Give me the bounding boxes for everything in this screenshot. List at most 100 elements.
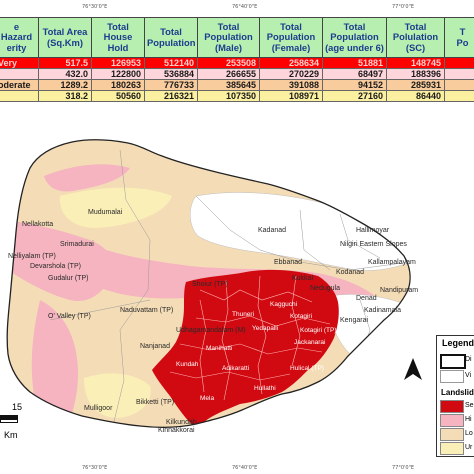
zone-urban-south xyxy=(84,373,151,418)
table-cell: 51881 xyxy=(322,57,387,69)
landslide-hazard-map: Mudumalai Nellakotta Srimadurai Nelliyal… xyxy=(6,139,418,434)
table-cell: 270229 xyxy=(259,68,323,80)
zone-severe-core xyxy=(152,269,339,428)
label-nelliyalam: Nelliyalam (TP) xyxy=(8,253,56,260)
label-mudumalai: Mudumalai xyxy=(88,209,123,216)
table-cell: 188396 xyxy=(386,68,445,80)
table-cell: 108971 xyxy=(259,90,323,102)
legend-box: Legend Di Vi Landslid Se Hi Lo Ur xyxy=(436,335,474,457)
table-cell: 391088 xyxy=(259,79,323,91)
table-header-row: e Hazard erity Total Area (Sq.Km) Total Ho… xyxy=(0,17,474,58)
legend-label-high: Hi xyxy=(465,416,472,423)
label-kodanad: Kodanad xyxy=(336,269,364,276)
table-cell: 432.0 xyxy=(38,68,92,80)
table-cell: 517.5 xyxy=(38,57,92,69)
table-cell: 107350 xyxy=(197,90,260,102)
label-udhagamandalam: Udhagamandalam (M) xyxy=(176,327,246,334)
label-nanjanad: Nanjanad xyxy=(140,343,170,350)
zone-high-west xyxy=(7,220,114,301)
table-cell: 122800 xyxy=(91,68,145,80)
label-bikketti: Bikketti (TP) xyxy=(136,399,174,406)
label-manihatti: Manihatti xyxy=(206,345,232,352)
table-cell: 318.2 xyxy=(38,90,92,102)
label-nilgiri-east: Nilgiri Eastern Slopes xyxy=(340,241,407,248)
coord-bottom-1: 76°30'0"E xyxy=(82,465,108,471)
label-denad: Denad xyxy=(356,295,377,302)
table-cell: 512140 xyxy=(144,57,198,69)
legend-swatch-urban xyxy=(440,442,464,455)
table-row: 432.0 122800 536884 266655 270229 68497 188396 xyxy=(0,68,474,80)
label-kadanad: Kadanad xyxy=(258,227,286,234)
scale-value: 15 xyxy=(12,402,23,412)
table-header-cell: Total Population (Female) xyxy=(259,17,323,58)
label-kengarai: Kengarai xyxy=(340,317,368,324)
north-arrow-icon xyxy=(404,358,422,380)
table-header-cell: Total Population (Male) xyxy=(197,17,260,58)
label-mulligoor: Mulligoor xyxy=(84,405,113,412)
legend-swatch-severe xyxy=(440,400,464,413)
table-cell: 148745 xyxy=(386,57,445,69)
table-header-cell: Total Population (age under 6) xyxy=(322,17,387,58)
zone-high-sw xyxy=(31,300,78,420)
coord-bottom-2: 76°40'0"E xyxy=(232,465,258,471)
zone-white-northeast xyxy=(190,192,411,271)
table-header-cell: Total Area (Sq.Km) xyxy=(38,17,92,58)
legend-label-urban: Ur xyxy=(465,444,473,451)
coord-top-2: 76°40'0"E xyxy=(232,4,258,10)
label-shoiur: Shoiur (TP) xyxy=(192,281,228,288)
legend-title: Legend xyxy=(442,338,474,348)
label-gudalur: Gudalur (TP) xyxy=(48,275,88,282)
table-cell: 253508 xyxy=(197,57,260,69)
label-ovalley: O' Valley (TP) xyxy=(48,313,91,320)
table-cell: 285931 xyxy=(386,79,445,91)
row-hazard-label: oderate xyxy=(0,79,39,91)
label-kinnakkorai: Kinnakkorai xyxy=(158,427,195,434)
table-cell: 27160 xyxy=(322,90,387,102)
label-kotagiri-inner: Kotagiri xyxy=(290,313,312,320)
legend-swatch-low xyxy=(440,428,464,441)
hazard-statistics-table: e Hazard erity Total Area (Sq.Km) Total Ho… xyxy=(0,17,474,102)
label-jackanarai: Jackanarai xyxy=(294,339,325,346)
label-kukkal: Kukkal xyxy=(292,275,313,282)
scale-bar-white xyxy=(0,419,18,423)
taluk-boundaries xyxy=(49,149,411,428)
label-naduvattam: Naduvattam (TP) xyxy=(120,307,173,314)
row-hazard-label xyxy=(0,68,39,80)
table-row: 318.2 50560 216321 107350 108971 27160 86440 xyxy=(0,90,474,102)
scale-unit: Km xyxy=(4,430,18,440)
table-row: oderate 1289.2 180263 776733 385645 391088 941… xyxy=(0,79,474,91)
table-row: Very517.51269535121402535082586345188114… xyxy=(0,57,474,69)
table-cell: 68497 xyxy=(322,68,387,80)
village-boundaries xyxy=(169,275,331,401)
zone-urban-nw xyxy=(59,187,173,228)
legend-label-district: Di xyxy=(465,356,472,363)
label-hallimoyar: Hallimoyar xyxy=(356,227,390,234)
table-cell xyxy=(444,79,474,91)
legend-swatch-district xyxy=(440,354,466,369)
coord-bottom-3: 77°0'0"E xyxy=(392,465,415,471)
label-mela: Mela xyxy=(200,395,214,402)
scale-bar-black xyxy=(0,415,18,419)
label-yedapalli: Yedapalli xyxy=(252,325,278,332)
label-kadinamala: Kadinamala xyxy=(364,307,401,314)
coord-top-1: 76°30'0"E xyxy=(82,4,108,10)
table-cell: 216321 xyxy=(144,90,198,102)
table-cell: 776733 xyxy=(144,79,198,91)
label-kallampalayam: Kallampalayam xyxy=(368,259,416,266)
table-cell: 94152 xyxy=(322,79,387,91)
label-hullathi: Hullathi xyxy=(254,385,276,392)
label-kilkundah: Kilkundah xyxy=(166,419,197,426)
table-cell xyxy=(444,68,474,80)
label-nandipuram: Nandipuram xyxy=(380,287,418,294)
table-header-cell: Total Population xyxy=(144,17,198,58)
legend-label-low: Lo xyxy=(465,430,473,437)
table-cell: 1289.2 xyxy=(38,79,92,91)
table-header-cell: Total Polulation (SC) xyxy=(386,17,445,58)
legend-label-severe: Se xyxy=(465,402,474,409)
label-adikaratti: Adikaratti xyxy=(222,365,249,372)
label-devarshola: Devarshola (TP) xyxy=(30,263,81,270)
label-ebbanad: Ebbanad xyxy=(274,259,302,266)
row-hazard-label: Very xyxy=(0,57,39,69)
label-thuneri: Thuneri xyxy=(232,311,254,318)
table-header-cell: e Hazard erity xyxy=(0,17,39,58)
